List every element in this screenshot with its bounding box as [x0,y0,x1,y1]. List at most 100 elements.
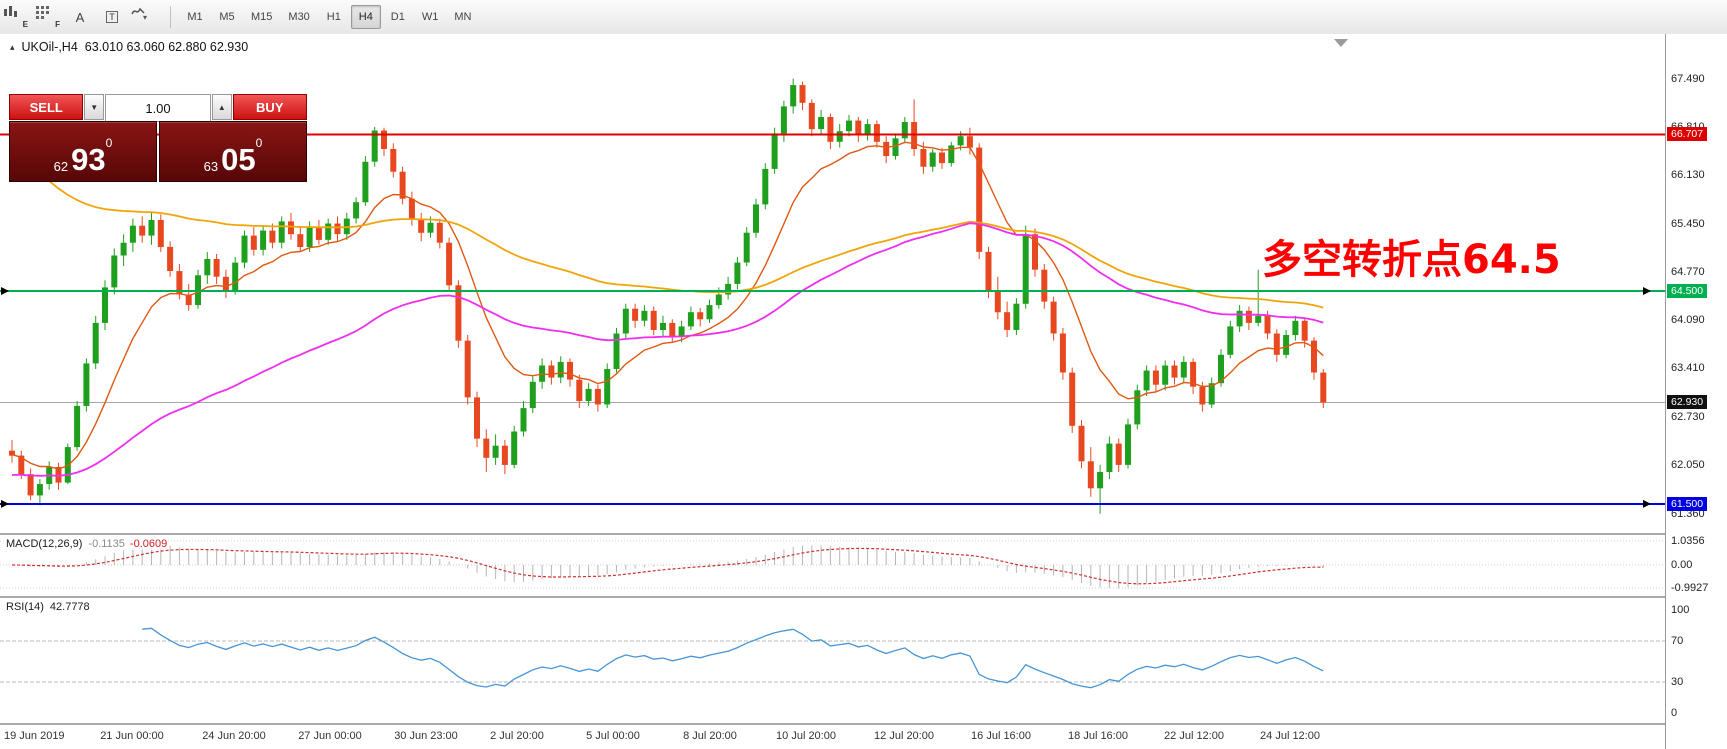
chart-ohlc-label: 63.010 63.060 62.880 62.930 [84,40,249,54]
ma-slow-line[interactable] [11,222,1324,477]
macd-name: MACD(12,26,9) [6,538,83,550]
bid-prefix: 62 [53,159,69,174]
time-axis-label: 24 Jul 12:00 [1260,730,1320,742]
time-axis-label: 24 Jun 20:00 [202,730,266,742]
ask-sup: 0 [255,136,263,150]
line-right-arrow[interactable] [1643,286,1651,295]
chart-marker-icon: ▴ [10,41,15,52]
pane-divider[interactable] [0,596,1727,598]
icon-sub-label: E [22,20,28,29]
time-axis-label: 19 Jun 2019 [4,730,65,742]
volume-up-button[interactable]: ▲ [212,94,232,120]
price-axis-label: -0.9927 [1671,581,1709,594]
timeframe-button-m15[interactable]: M15 [244,5,279,29]
rsi-pane[interactable]: RSI(14) 42.7778 [0,598,1665,723]
timeframe-button-m30[interactable]: M30 [281,5,316,29]
time-axis[interactable]: 19 Jun 2019 21 Jun 00:00 24 Jun 20:00 27 Ju… [0,725,1665,749]
price-badge: 64.500 [1667,283,1708,298]
pane-divider[interactable] [0,533,1727,535]
price-chart[interactable] [0,34,1665,533]
timeframe-button-h4[interactable]: H4 [350,5,381,29]
time-axis-label: 27 Jun 00:00 [298,730,362,742]
price-badge: 61.500 [1667,496,1708,511]
price-axis[interactable]: 67.49066.81066.13065.45064.77064.09063.4… [1665,34,1727,749]
chart-text-annotation: 多空转折点64.5 [1262,237,1561,283]
ma-medium-line[interactable] [11,148,1324,309]
price-axis-label: 70 [1671,634,1684,647]
price-axis-label: 67.490 [1671,72,1705,85]
macd-pane[interactable]: MACD(12,26,9) -0.1135 -0.0609 [0,535,1665,596]
sell-button[interactable]: SELL [9,94,84,120]
timeframe-button-h1[interactable]: H1 [319,5,349,29]
price-axis-label: 1.0356 [1671,535,1705,548]
price-axis-label: 65.450 [1671,217,1705,230]
chevron-up-icon: ▲ [217,102,226,112]
price-axis-label: 30 [1671,676,1684,689]
timeframe-button-w1[interactable]: W1 [415,5,446,29]
timeframe-button-d1[interactable]: D1 [383,5,413,29]
font-glyph: A [75,9,85,25]
rsi-chart [0,627,1665,689]
time-axis-label: 2 Jul 20:00 [490,730,544,742]
draw-glyph [131,7,145,15]
volume-input[interactable] [105,94,211,122]
line-left-arrow[interactable] [1,499,9,508]
time-axis-label: 12 Jul 20:00 [874,730,934,742]
toolbar: E F A T [0,0,1727,35]
macd-signal-line [11,547,1324,585]
ask-price-box[interactable]: 63 05 0 [159,121,307,182]
timeframe-button-mn[interactable]: MN [447,5,478,29]
time-axis-label: 5 Jul 00:00 [586,730,640,742]
caret-down-icon: ▾ [142,12,147,22]
price-axis-label: 0.00 [1671,559,1693,571]
macd-chart [0,540,1665,589]
line-right-arrow[interactable] [1643,499,1651,508]
time-axis-label: 8 Jul 20:00 [683,730,737,742]
price-axis-label: 64.090 [1671,314,1705,327]
timeframe-button-m5[interactable]: M5 [212,5,242,29]
time-axis-label: 22 Jul 12:00 [1164,730,1224,742]
chevron-down-icon: ▼ [90,102,99,112]
price-axis-label: 64.770 [1671,265,1705,278]
macd-value-1: -0.1135 [88,538,125,550]
price-badge: 62.930 [1667,395,1708,410]
line-left-arrow[interactable] [1,286,9,295]
ma-fast-line[interactable] [11,141,1324,470]
text-frame-icon[interactable]: T [98,4,126,30]
bid-price-box[interactable]: 62 93 0 [9,121,157,182]
ask-main: 05 [221,142,256,177]
macd-label: MACD(12,26,9) -0.1135 -0.0609 [6,538,168,550]
draw-tools-icon[interactable]: ▾ [130,4,158,30]
trade-panel: SELL ▼ ▲ BUY 62 93 0 63 05 0 [9,94,307,182]
price-axis-label: 63.410 [1671,362,1705,375]
toolbar-icon-group: E F A T [0,0,160,34]
volume-dropdown-button[interactable]: ▼ [84,94,104,120]
timeframe-button-m1[interactable]: M1 [180,5,210,29]
chart-title: ▴ UKOil-,H4 63.010 63.060 62.880 62.930 [10,40,248,54]
buy-button[interactable]: BUY [232,94,307,120]
grid-glyph [36,6,49,19]
time-axis-label: 18 Jul 16:00 [1068,730,1128,742]
rsi-line [142,627,1324,689]
rsi-label: RSI(14) 42.7778 [6,601,90,613]
ask-prefix: 63 [203,159,219,174]
pane-divider [0,723,1727,725]
indicators-icon[interactable]: E [2,4,30,30]
price-axis-label: 0 [1671,707,1678,719]
trade-panel-prices: 62 93 0 63 05 0 [9,121,307,182]
time-axis-label: 30 Jun 23:00 [394,730,458,742]
price-axis-label: 62.050 [1671,458,1705,471]
candles-layer [9,78,1327,514]
rsi-value: 42.7778 [49,601,90,613]
time-axis-label: 21 Jun 00:00 [100,730,164,742]
price-axis-label: 66.130 [1671,169,1705,182]
grid-icon[interactable]: F [34,4,62,30]
bid-sup: 0 [105,136,113,150]
price-axis-label: 100 [1671,604,1690,616]
font-icon[interactable]: A [66,4,94,30]
main-chart-pane[interactable]: ▴ UKOil-,H4 63.010 63.060 62.880 62.930 … [0,34,1665,533]
rsi-name: RSI(14) [6,601,44,613]
chart-shift-marker[interactable] [1334,39,1348,47]
time-axis-label: 10 Jul 20:00 [776,730,836,742]
